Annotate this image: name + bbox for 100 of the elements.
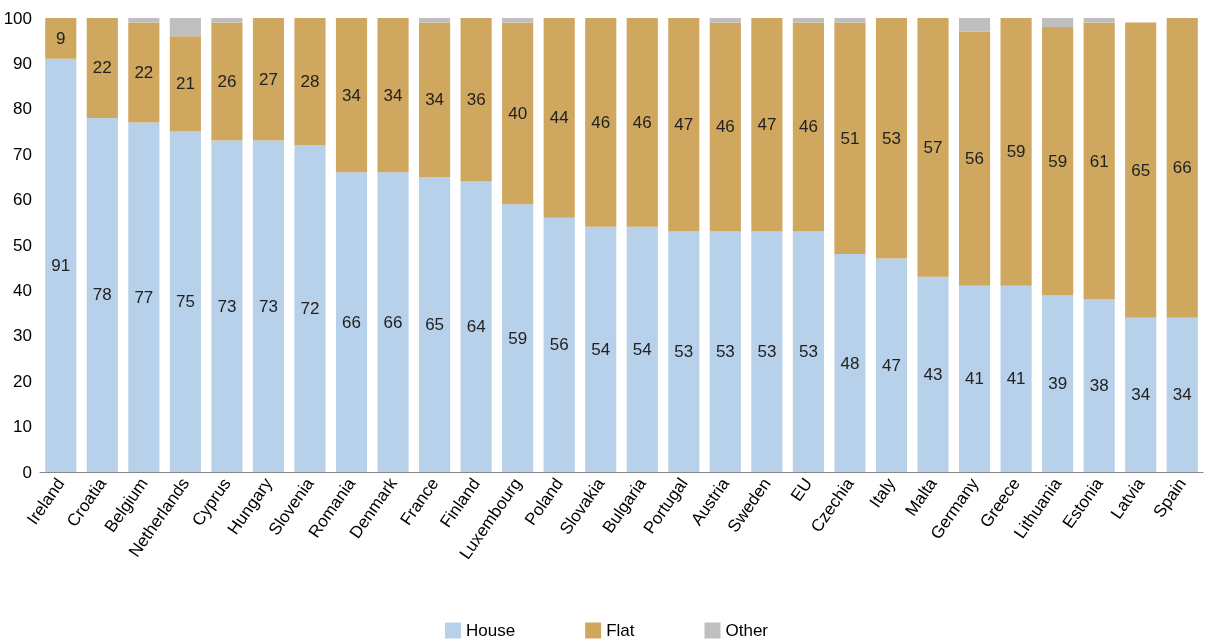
data-label: 54 bbox=[591, 339, 611, 359]
y-tick-label: 0 bbox=[22, 462, 32, 482]
data-label: 53 bbox=[798, 342, 818, 362]
bar bbox=[211, 18, 243, 23]
y-tick-label: 20 bbox=[13, 371, 32, 391]
bar bbox=[1083, 299, 1115, 472]
data-label: 36 bbox=[466, 90, 486, 110]
bar bbox=[1166, 18, 1198, 318]
data-label: 73 bbox=[217, 296, 237, 316]
bar bbox=[211, 22, 243, 141]
bar bbox=[917, 18, 949, 277]
data-label: 61 bbox=[1089, 151, 1109, 171]
data-label: 65 bbox=[425, 314, 445, 334]
bar bbox=[419, 176, 451, 472]
data-label: 64 bbox=[466, 317, 486, 337]
data-label: 53 bbox=[674, 342, 694, 362]
bar bbox=[834, 18, 866, 23]
bar bbox=[335, 172, 368, 472]
bar bbox=[86, 117, 118, 472]
data-label: 41 bbox=[1006, 369, 1026, 389]
data-label: 22 bbox=[134, 62, 154, 82]
data-label: 46 bbox=[798, 117, 818, 137]
data-label: 38 bbox=[1089, 376, 1109, 396]
bar bbox=[460, 18, 492, 182]
bar bbox=[543, 18, 575, 218]
bar bbox=[169, 36, 201, 132]
legend-label: Flat bbox=[606, 621, 635, 640]
bar bbox=[585, 18, 617, 227]
bar bbox=[377, 172, 409, 472]
bar bbox=[211, 140, 243, 472]
bar bbox=[834, 254, 866, 472]
bar bbox=[45, 58, 77, 472]
data-label: 22 bbox=[92, 58, 112, 78]
data-label: 53 bbox=[757, 342, 777, 362]
y-tick-label: 10 bbox=[13, 417, 32, 437]
bar bbox=[252, 140, 285, 472]
bar bbox=[169, 18, 201, 37]
data-label: 65 bbox=[1131, 160, 1151, 180]
bar bbox=[543, 217, 575, 472]
bar bbox=[1000, 18, 1032, 286]
data-label: 34 bbox=[383, 85, 403, 105]
bar bbox=[86, 18, 118, 118]
data-label: 48 bbox=[840, 353, 860, 373]
bar bbox=[128, 22, 160, 123]
legend-label: House bbox=[466, 621, 516, 640]
y-tick-label: 60 bbox=[13, 190, 32, 210]
bar bbox=[751, 231, 783, 472]
bar bbox=[502, 18, 534, 23]
y-tick-label: 70 bbox=[13, 144, 32, 164]
bar bbox=[958, 18, 991, 32]
bar bbox=[128, 18, 160, 23]
data-label: 40 bbox=[508, 103, 528, 123]
data-label: 41 bbox=[965, 369, 985, 389]
data-label: 53 bbox=[882, 128, 901, 148]
data-label: 53 bbox=[715, 342, 735, 362]
data-label: 73 bbox=[258, 296, 278, 316]
data-label: 91 bbox=[51, 255, 71, 275]
bar bbox=[1166, 317, 1198, 472]
data-label: 47 bbox=[882, 355, 901, 375]
data-label: 46 bbox=[632, 112, 652, 132]
data-label: 9 bbox=[56, 28, 66, 48]
data-label: 46 bbox=[591, 112, 611, 132]
data-label: 78 bbox=[92, 285, 112, 305]
bar bbox=[626, 226, 658, 472]
data-label: 77 bbox=[134, 287, 154, 307]
bar bbox=[875, 18, 908, 259]
bar bbox=[792, 22, 824, 232]
bar bbox=[709, 231, 741, 472]
bar bbox=[958, 31, 991, 286]
bar bbox=[1042, 27, 1074, 295]
data-label: 46 bbox=[715, 117, 735, 137]
bar bbox=[128, 122, 160, 472]
bar bbox=[1000, 285, 1032, 472]
bar bbox=[45, 18, 77, 59]
data-label: 34 bbox=[1131, 385, 1151, 405]
bar bbox=[709, 22, 741, 232]
bar bbox=[751, 18, 783, 232]
bar bbox=[709, 18, 741, 23]
data-label: 59 bbox=[1006, 142, 1026, 162]
y-tick-label: 80 bbox=[13, 99, 32, 119]
bar bbox=[294, 145, 326, 472]
bar bbox=[294, 18, 326, 146]
data-label: 47 bbox=[674, 115, 694, 135]
bar bbox=[335, 18, 368, 173]
data-label: 34 bbox=[1172, 385, 1192, 405]
data-label: 47 bbox=[757, 115, 777, 135]
y-tick-label: 30 bbox=[13, 326, 32, 346]
bar bbox=[792, 231, 824, 472]
data-label: 56 bbox=[965, 149, 985, 169]
y-tick-label: 100 bbox=[3, 8, 32, 28]
x-tick-label: EU bbox=[787, 474, 817, 505]
data-label: 72 bbox=[300, 299, 320, 319]
bar bbox=[875, 258, 908, 472]
bar bbox=[1042, 294, 1074, 472]
data-label: 44 bbox=[549, 108, 569, 128]
y-tick-label: 40 bbox=[13, 280, 32, 300]
data-label: 28 bbox=[300, 72, 320, 92]
legend-label: Other bbox=[725, 621, 769, 640]
bar bbox=[1042, 18, 1074, 28]
data-label: 66 bbox=[383, 312, 403, 332]
